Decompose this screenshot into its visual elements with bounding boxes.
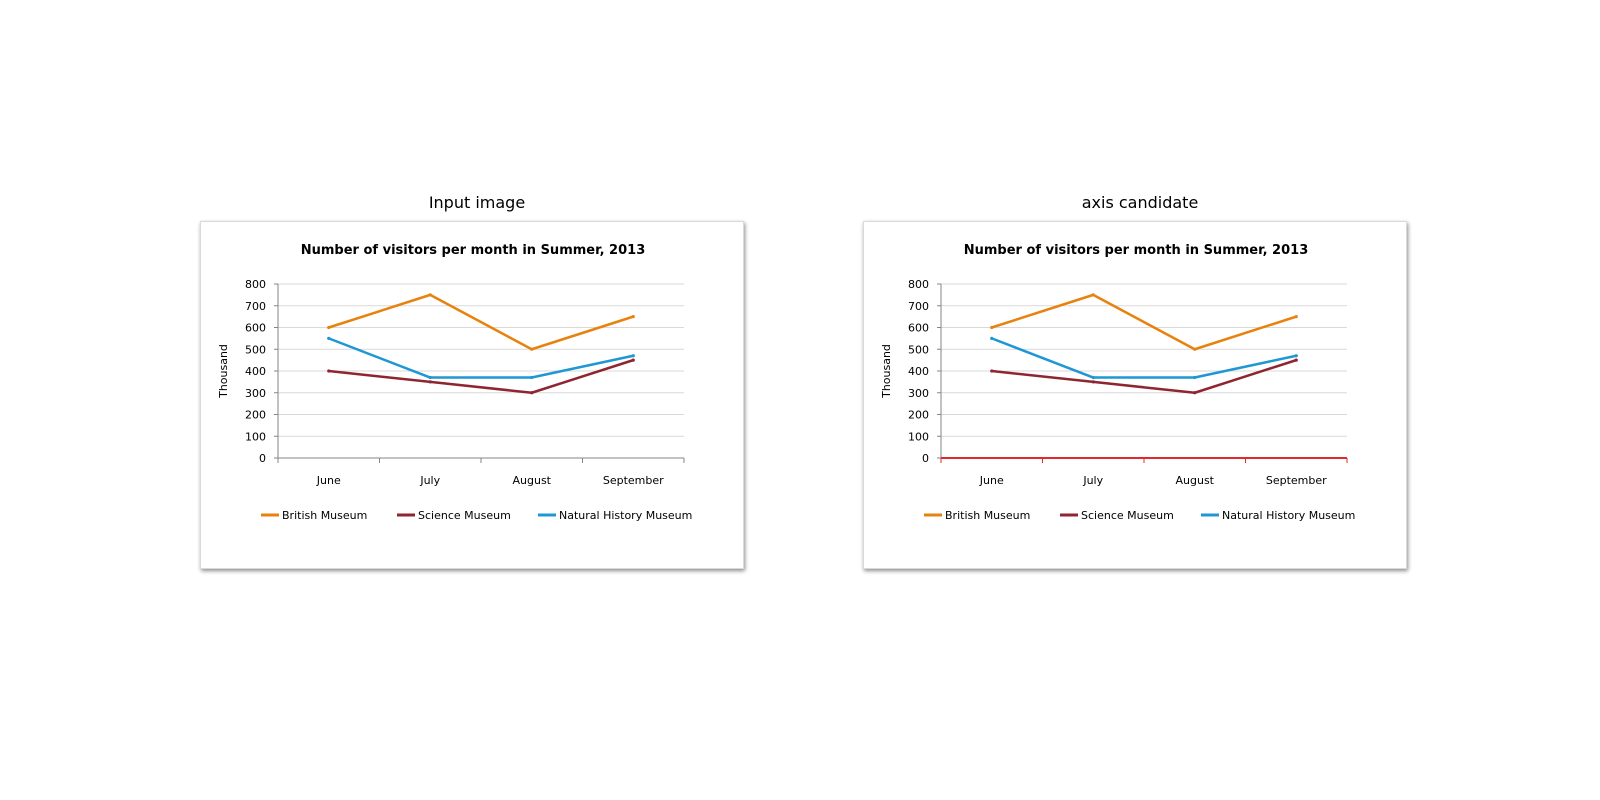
y-tick-label: 800 xyxy=(245,278,266,291)
y-tick-label: 0 xyxy=(259,452,266,465)
y-tick-label: 500 xyxy=(908,343,929,356)
data-point xyxy=(990,336,994,340)
line-chart: Number of visitors per month in Summer, … xyxy=(863,221,1407,569)
data-point xyxy=(428,293,432,297)
y-tick-label: 500 xyxy=(245,343,266,356)
legend-label: Natural History Museum xyxy=(1222,509,1355,522)
data-point xyxy=(1193,391,1197,395)
data-point xyxy=(327,325,331,330)
panel-title: Input image xyxy=(428,193,526,212)
data-point xyxy=(530,347,534,351)
data-point xyxy=(631,315,635,319)
y-tick-label: 600 xyxy=(245,322,266,335)
data-point xyxy=(631,358,635,362)
y-tick-label: 400 xyxy=(245,365,266,378)
x-tick-label: August xyxy=(513,474,552,487)
chart-title: Number of visitors per month in Summer, … xyxy=(964,243,1309,258)
y-axis-label: Thousand xyxy=(217,344,230,399)
panel-title: axis candidate xyxy=(1081,193,1199,212)
legend-label: Natural History Museum xyxy=(559,509,692,522)
y-tick-label: 100 xyxy=(908,430,929,443)
legend-label: Science Museum xyxy=(418,509,511,522)
data-point xyxy=(1091,380,1095,384)
x-tick-label: July xyxy=(1082,474,1103,487)
data-point xyxy=(990,369,994,373)
series-line xyxy=(327,358,635,394)
series-line xyxy=(990,358,1298,394)
data-point xyxy=(1294,315,1298,319)
chart-title: Number of visitors per month in Summer, … xyxy=(301,243,646,258)
data-point xyxy=(1294,358,1298,362)
series-line xyxy=(327,337,635,379)
x-tick-label: July xyxy=(419,474,440,487)
x-tick-label: August xyxy=(1176,474,1215,487)
y-tick-label: 200 xyxy=(908,409,929,422)
y-tick-label: 600 xyxy=(908,322,929,335)
x-tick-label: September xyxy=(1266,474,1327,487)
y-tick-label: 400 xyxy=(908,365,929,378)
chart-svg: Number of visitors per month in Summer, … xyxy=(880,243,1355,522)
y-tick-label: 700 xyxy=(245,300,266,313)
data-point xyxy=(530,375,534,380)
data-point xyxy=(428,380,432,384)
data-point xyxy=(327,336,331,340)
series-line xyxy=(327,293,635,351)
series-line xyxy=(990,293,1298,351)
data-point xyxy=(1091,375,1095,380)
y-tick-label: 800 xyxy=(908,278,929,291)
data-point xyxy=(990,325,994,330)
data-point xyxy=(1294,354,1298,358)
data-point xyxy=(428,375,432,380)
data-point xyxy=(1193,347,1197,351)
y-tick-label: 100 xyxy=(245,430,266,443)
y-tick-label: 200 xyxy=(245,409,266,422)
line-chart: Number of visitors per month in Summer, … xyxy=(200,221,744,569)
y-axis-label: Thousand xyxy=(880,344,893,399)
data-point xyxy=(1193,375,1197,380)
legend-label: Science Museum xyxy=(1081,509,1174,522)
y-tick-label: 700 xyxy=(908,300,929,313)
legend-label: British Museum xyxy=(945,509,1030,522)
chart-svg: Number of visitors per month in Summer, … xyxy=(217,243,692,522)
series-line xyxy=(990,337,1298,379)
x-tick-label: June xyxy=(316,474,341,487)
data-point xyxy=(327,369,331,373)
y-tick-label: 0 xyxy=(922,452,929,465)
data-point xyxy=(1091,293,1095,297)
x-tick-label: September xyxy=(603,474,664,487)
y-tick-label: 300 xyxy=(245,387,266,400)
y-tick-label: 300 xyxy=(908,387,929,400)
data-point xyxy=(530,391,534,395)
x-tick-label: June xyxy=(979,474,1004,487)
data-point xyxy=(631,354,635,358)
legend-label: British Museum xyxy=(282,509,367,522)
